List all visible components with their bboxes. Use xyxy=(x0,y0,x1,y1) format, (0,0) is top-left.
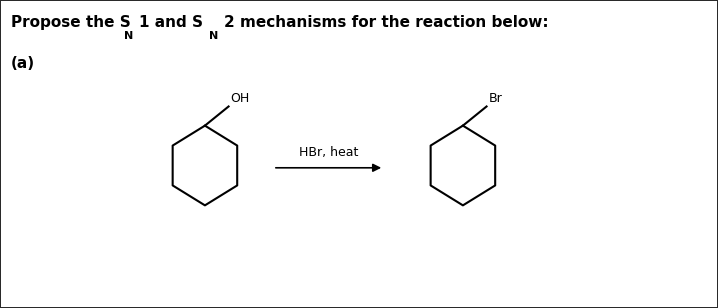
Text: Br: Br xyxy=(489,92,503,105)
Text: 1 and S: 1 and S xyxy=(139,15,203,30)
Text: Propose the S: Propose the S xyxy=(11,15,131,30)
Text: 2 mechanisms for the reaction below:: 2 mechanisms for the reaction below: xyxy=(223,15,548,30)
Text: HBr, heat: HBr, heat xyxy=(299,146,358,159)
Text: (a): (a) xyxy=(11,56,35,71)
Text: OH: OH xyxy=(230,92,250,105)
Text: N: N xyxy=(124,31,134,41)
Text: N: N xyxy=(209,31,218,41)
